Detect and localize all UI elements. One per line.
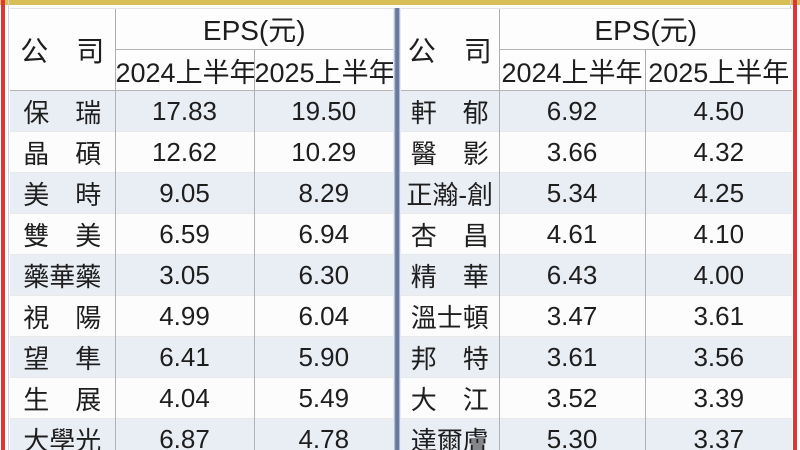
company-cell: 正瀚-創 — [406, 179, 494, 210]
eps-2025-cell: 3.61 — [644, 295, 792, 337]
eps-table-right: 公 司 EPS(元) 2024上半年 2025上半年 軒 郁 6.92 4.50… — [401, 8, 792, 450]
eps-2024-cell: 17.83 — [114, 90, 254, 132]
company-cell: 大學光 — [23, 425, 102, 450]
top-accent-bar — [0, 0, 800, 5]
left-red-stripe — [1, 0, 5, 450]
company-cell: 美 時 — [23, 179, 102, 210]
table-row: 保 瑞 17.83 19.50 — [10, 90, 393, 132]
company-cell: 達爾膚 — [410, 425, 489, 450]
eps-2025-cell: 6.30 — [253, 254, 393, 296]
table-row: 醫 影 3.66 4.32 — [401, 131, 792, 173]
table-header: 公 司 EPS(元) 2024上半年 2025上半年 — [10, 8, 393, 91]
table-row: 晶 碩 12.62 10.29 — [10, 131, 393, 173]
right-red-stripe — [793, 0, 797, 450]
table-row: 雙 美 6.59 6.94 — [10, 213, 393, 255]
company-cell: 溫士頓 — [410, 302, 489, 333]
eps-2024-cell: 9.05 — [114, 172, 254, 214]
left-inner-line — [8, 0, 9, 450]
table-row: 軒 郁 6.92 4.50 — [401, 90, 792, 132]
eps-2025-cell: 4.00 — [644, 254, 792, 296]
table-row: 望 隼 6.41 5.90 — [10, 336, 393, 378]
eps-2024-cell: 6.92 — [498, 90, 645, 132]
company-cell: 邦 特 — [410, 343, 489, 374]
header-row-2: 2024上半年 2025上半年 — [401, 49, 792, 91]
eps-2025-cell: 5.49 — [253, 377, 393, 419]
company-cell: 視 陽 — [23, 302, 102, 333]
company-cell: 大 江 — [410, 384, 489, 415]
table-row: 杏 昌 4.61 4.10 — [401, 213, 792, 255]
company-cell: 生 展 — [23, 384, 102, 415]
company-cell: 藥華藥 — [23, 261, 102, 292]
table-row: 達爾膚 5.30 3.37 — [401, 418, 792, 450]
table-row: 藥華藥 3.05 6.30 — [10, 254, 393, 296]
eps-2024-cell: 5.34 — [498, 172, 645, 214]
header-row-1: 公 司 EPS(元) — [401, 8, 792, 91]
company-cell: 保 瑞 — [23, 97, 102, 128]
company-column-header: 公 司 — [401, 8, 499, 91]
eps-2024-cell: 6.59 — [114, 213, 254, 255]
eps-2024-cell: 3.66 — [498, 131, 645, 173]
col-header-2025: 2025上半年 — [253, 49, 393, 91]
col-header-2024: 2024上半年 — [114, 49, 254, 91]
table-row: 正瀚-創 5.34 4.25 — [401, 172, 792, 214]
col-header-2025: 2025上半年 — [644, 49, 792, 91]
eps-group-header: EPS(元) — [498, 8, 792, 50]
table-divider — [393, 8, 401, 450]
eps-2024-cell: 5.30 — [498, 418, 645, 450]
eps-2025-cell: 3.37 — [644, 418, 792, 450]
eps-2025-cell: 4.78 — [253, 418, 393, 450]
company-column-header: 公 司 — [10, 8, 115, 91]
header-row-1: 公 司 EPS(元) — [10, 8, 393, 91]
table-header: 公 司 EPS(元) 2024上半年 2025上半年 — [401, 8, 792, 91]
table-body: 軒 郁 6.92 4.50 醫 影 3.66 4.32 正瀚-創 5.34 4.… — [401, 90, 792, 450]
eps-2025-cell: 3.56 — [644, 336, 792, 378]
eps-2025-cell: 4.32 — [644, 131, 792, 173]
header-row-2: 2024上半年 2025上半年 — [10, 49, 393, 91]
eps-2024-cell: 6.87 — [114, 418, 254, 450]
eps-2025-cell: 8.29 — [253, 172, 393, 214]
company-cell: 軒 郁 — [410, 97, 489, 128]
eps-2024-cell: 3.47 — [498, 295, 645, 337]
eps-group-header: EPS(元) — [114, 8, 393, 50]
eps-2024-cell: 12.62 — [114, 131, 254, 173]
table-row: 美 時 9.05 8.29 — [10, 172, 393, 214]
col-header-2024: 2024上半年 — [498, 49, 645, 91]
eps-2025-cell: 3.39 — [644, 377, 792, 419]
eps-2024-cell: 3.61 — [498, 336, 645, 378]
eps-2025-cell: 6.94 — [253, 213, 393, 255]
company-cell: 杏 昌 — [410, 220, 489, 251]
table-row: 視 陽 4.99 6.04 — [10, 295, 393, 337]
table-row: 溫士頓 3.47 3.61 — [401, 295, 792, 337]
table-row: 大學光 6.87 4.78 — [10, 418, 393, 450]
table-row: 生 展 4.04 5.49 — [10, 377, 393, 419]
company-cell: 精 華 — [410, 261, 489, 292]
eps-2025-cell: 4.25 — [644, 172, 792, 214]
eps-2025-cell: 6.04 — [253, 295, 393, 337]
company-cell: 雙 美 — [23, 220, 102, 251]
tables-wrap: 公 司 EPS(元) 2024上半年 2025上半年 保 瑞 17.83 19.… — [10, 8, 792, 450]
table-row: 邦 特 3.61 3.56 — [401, 336, 792, 378]
eps-2024-cell: 3.52 — [498, 377, 645, 419]
eps-2024-cell: 4.61 — [498, 213, 645, 255]
eps-2025-cell: 4.10 — [644, 213, 792, 255]
table-row: 精 華 6.43 4.00 — [401, 254, 792, 296]
eps-2024-cell: 6.43 — [498, 254, 645, 296]
eps-2024-cell: 4.99 — [114, 295, 254, 337]
eps-2024-cell: 6.41 — [114, 336, 254, 378]
table-divider-line — [393, 8, 401, 450]
eps-2025-cell: 5.90 — [253, 336, 393, 378]
eps-2024-cell: 3.05 — [114, 254, 254, 296]
eps-2024-cell: 4.04 — [114, 377, 254, 419]
company-cell: 晶 碩 — [23, 138, 102, 169]
eps-2025-cell: 19.50 — [253, 90, 393, 132]
company-cell: 醫 影 — [410, 138, 489, 169]
eps-table-left: 公 司 EPS(元) 2024上半年 2025上半年 保 瑞 17.83 19.… — [10, 8, 393, 450]
eps-2025-cell: 10.29 — [253, 131, 393, 173]
company-cell: 望 隼 — [23, 343, 102, 374]
eps-2025-cell: 4.50 — [644, 90, 792, 132]
table-row: 大 江 3.52 3.39 — [401, 377, 792, 419]
table-body: 保 瑞 17.83 19.50 晶 碩 12.62 10.29 美 時 9.05… — [10, 90, 393, 450]
